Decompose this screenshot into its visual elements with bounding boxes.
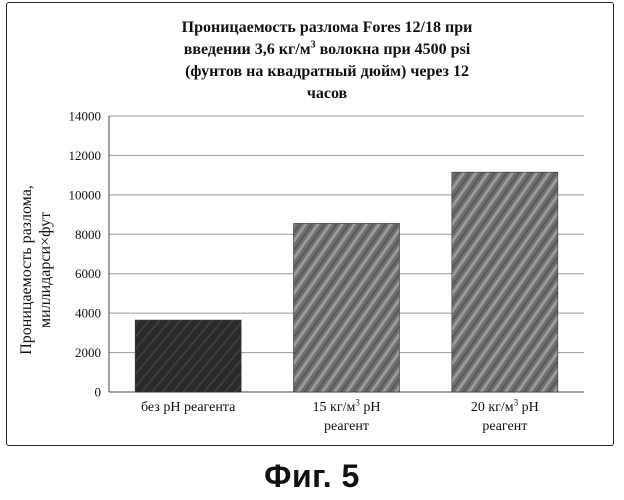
y-tick-label: 14000: [69, 109, 102, 124]
y-tick-label: 12000: [69, 148, 102, 163]
chart-frame: Проницаемость разлома Fores 12/18 при вве…: [6, 2, 614, 446]
y-tick-label: 4000: [75, 306, 101, 321]
bars: [134, 171, 559, 393]
bar-3: [451, 171, 559, 393]
y-tick-label: 2000: [75, 345, 101, 360]
chart-title-line: введении 3,6 кг/м3 волокна при 4500 psi: [183, 39, 471, 58]
y-tick-label: 6000: [75, 266, 101, 281]
y-tick-label: 10000: [69, 187, 102, 202]
bar-2: [293, 223, 400, 393]
chart-title-line: Проницаемость разлома Fores 12/18 при: [181, 19, 473, 36]
chart-plot: 0 2000 4000 6000 8000 10000 12000 14000 Проница…: [18, 109, 584, 400]
figure-caption: Фиг. 5: [264, 458, 360, 494]
y-tick-label: 8000: [75, 227, 101, 242]
y-axis-label: Проницаемость разлома, миллидарси×фут: [18, 185, 54, 355]
chart-title-line: часов: [306, 85, 348, 102]
chart-title-line: (фунтов на квадратный дюйм) через 12: [185, 63, 469, 80]
x-tick-label: 20 кг/м3 рН реагент: [470, 397, 539, 434]
chart-title: Проницаемость разлома Fores 12/18 при вве…: [157, 17, 497, 105]
x-tick-label: без рН реагента: [140, 400, 236, 415]
x-tick-label: 15 кг/м3 рН реагент: [312, 397, 381, 434]
bar-1: [134, 319, 242, 393]
y-tick-label: 0: [95, 385, 102, 400]
y-axis-title: Проницаемость разлома, миллидарси×фут: [18, 185, 54, 355]
